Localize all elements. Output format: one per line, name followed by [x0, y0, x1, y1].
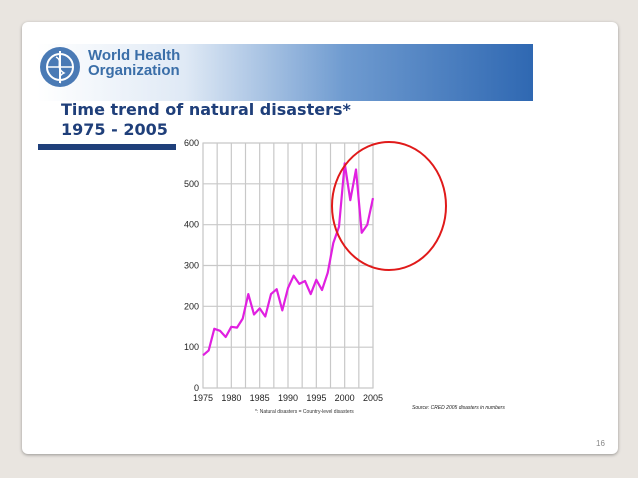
highlight-circle — [331, 141, 447, 271]
chart-grid — [202, 142, 374, 389]
y-tick-label: 200 — [184, 301, 199, 311]
y-tick-label: 0 — [194, 383, 199, 393]
x-tick-label: 1990 — [278, 393, 298, 403]
y-tick-label: 100 — [184, 342, 199, 352]
y-tick-label: 600 — [184, 138, 199, 148]
org-name-line2: Organization — [88, 62, 180, 79]
y-tick-label: 300 — [184, 261, 199, 271]
x-axis-ticks: 1975 1980 1985 1990 1995 2000 2005 — [193, 393, 383, 403]
x-tick-label: 1980 — [221, 393, 241, 403]
x-tick-label: 1975 — [193, 393, 213, 403]
slide-title: Time trend of natural disasters* 1975 - … — [61, 100, 351, 140]
x-tick-label: 1995 — [306, 393, 326, 403]
slide-title-line1: Time trend of natural disasters* — [61, 100, 351, 119]
chart-footnote: *: Natural disasters = Country-level dis… — [255, 409, 354, 415]
y-tick-label: 400 — [184, 220, 199, 230]
y-tick-label: 500 — [184, 179, 199, 189]
x-tick-label: 2000 — [335, 393, 355, 403]
header-banner — [37, 44, 533, 101]
x-tick-label: 1985 — [250, 393, 270, 403]
series-line — [202, 162, 375, 357]
org-name-line1: World Health — [88, 47, 181, 64]
x-tick-label: 2005 — [363, 393, 383, 403]
who-emblem-icon — [40, 47, 80, 87]
source-note: Source: CRED 2005 disasters in numbers — [412, 405, 505, 411]
title-underline — [38, 144, 176, 150]
slide-title-line2: 1975 - 2005 — [61, 120, 168, 139]
y-axis-ticks: 0 100 200 300 400 500 600 — [184, 138, 199, 393]
organization-name: World Health Organization — [88, 48, 180, 78]
page-number: 16 — [596, 439, 605, 448]
